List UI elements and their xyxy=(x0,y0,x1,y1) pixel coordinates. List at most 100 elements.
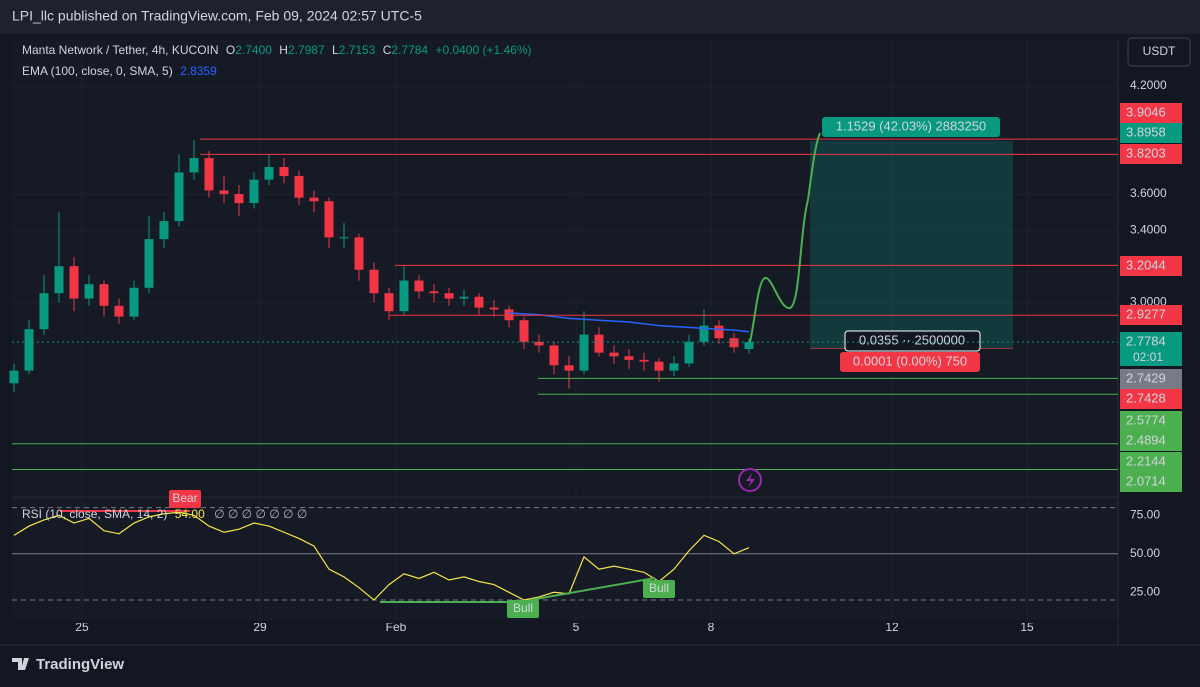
candle-body xyxy=(444,293,454,299)
candle-body xyxy=(204,158,214,191)
time-axis-bg xyxy=(0,620,1118,623)
signal-label: Bear xyxy=(172,491,197,505)
price-label: 2.7428 xyxy=(1126,390,1166,405)
price-label-bg xyxy=(1120,332,1182,366)
candle-body xyxy=(369,269,379,294)
ohlc-value: 2.7784 xyxy=(391,43,428,57)
ema-label: EMA (100, close, 0, SMA, 5) xyxy=(22,64,173,78)
y-tick-label: 3.4000 xyxy=(1130,222,1167,236)
price-label-bg xyxy=(1120,256,1182,276)
marks: 25 29 Feb 5 8 12 15 4.2000 3.6000 3.4000 3.0000 1.1… xyxy=(0,40,1182,634)
ohlc-key: L xyxy=(332,43,339,57)
candle-body xyxy=(669,363,679,371)
candle-body xyxy=(189,158,199,173)
candle-body xyxy=(174,172,184,222)
ema-value: 2.8359 xyxy=(180,64,217,78)
candle-body xyxy=(69,266,79,299)
rsi-extras: ∅ ∅ ∅ ∅ ∅ ∅ ∅ xyxy=(214,507,307,521)
x-tick-label: 8 xyxy=(708,620,715,634)
countdown: 02:01 xyxy=(1133,350,1163,364)
price-label-bg xyxy=(1120,389,1182,409)
logo: TradingView xyxy=(12,656,124,673)
ohlc-key: C xyxy=(383,43,392,57)
price-label: 3.8958 xyxy=(1126,124,1166,139)
price-label: 2.7784 xyxy=(1126,333,1166,348)
candle-body xyxy=(609,352,619,357)
stop-label-bg xyxy=(840,352,980,372)
symbol: Manta Network / Tether, 4h, KUCOIN xyxy=(22,43,219,57)
candle-body xyxy=(579,334,589,371)
candle-body xyxy=(744,342,754,350)
rsi-value: 54.00 xyxy=(175,507,205,521)
signal-label: Bull xyxy=(649,581,669,595)
currency[interactable]: USDT xyxy=(1143,44,1176,58)
price-label-bg xyxy=(1120,452,1182,472)
ohlc-value: 2.7400 xyxy=(235,43,272,57)
change: +0.0400 (+1.46%) xyxy=(435,43,531,57)
candle-body xyxy=(324,201,334,238)
candle-body xyxy=(654,361,664,371)
price-label: 2.7429 xyxy=(1126,370,1166,385)
candle-body xyxy=(414,280,424,292)
candle-body xyxy=(684,341,694,364)
candle-body xyxy=(459,296,469,299)
signal-bg xyxy=(507,600,539,618)
price-label-bg xyxy=(1120,369,1182,389)
rsi-label: RSI (10, close, SMA, 14, 2) xyxy=(22,507,167,521)
x-tick-label: 12 xyxy=(885,620,899,634)
entry-label-bg xyxy=(844,330,981,352)
price-label-bg xyxy=(1120,411,1182,431)
candle-body xyxy=(294,176,304,198)
x-tick-label: 25 xyxy=(75,620,89,634)
rsi-tick-label: 25.00 xyxy=(1130,584,1160,598)
candle-body xyxy=(54,266,64,294)
candle-body xyxy=(24,329,34,371)
price-label: 2.4894 xyxy=(1126,432,1166,447)
x-tick-label: Feb xyxy=(386,620,407,634)
candle-body xyxy=(399,280,409,312)
projection-path xyxy=(749,132,821,343)
logo-icon xyxy=(12,658,29,670)
price-label: 2.5774 xyxy=(1126,412,1166,427)
candle-body xyxy=(729,338,739,348)
candle-body xyxy=(279,167,289,177)
x-tick-label: 29 xyxy=(253,620,267,634)
candle-body xyxy=(99,284,109,306)
rsi-tick-label: 75.00 xyxy=(1130,507,1160,521)
candle-body xyxy=(234,194,244,204)
price-label: 3.2044 xyxy=(1126,257,1166,272)
ohlc-value: 2.7153 xyxy=(339,43,376,57)
currency-button[interactable] xyxy=(1127,37,1191,67)
ohlc-key: O xyxy=(226,43,235,57)
candle-body xyxy=(264,167,274,180)
target-label: 1.1529 (42.03%) 2883250 xyxy=(836,118,986,133)
stop-label: 0.0001 (0.00%) 750 xyxy=(853,353,967,368)
candle-body xyxy=(519,320,529,342)
target-zone xyxy=(810,140,1013,349)
price-label: 2.9277 xyxy=(1126,306,1166,321)
target-label-bg xyxy=(822,117,1000,137)
candle-body xyxy=(249,179,259,204)
ohlc-key: H xyxy=(279,43,288,57)
candle-body xyxy=(9,370,19,384)
y-tick-label: 4.2000 xyxy=(1130,78,1167,92)
price-label-bg xyxy=(1120,123,1182,143)
price-pane xyxy=(12,40,1118,495)
candle-body xyxy=(339,237,349,239)
header-bar xyxy=(0,0,1200,34)
candle-body xyxy=(549,345,559,366)
price-label-bg xyxy=(1120,472,1182,492)
candle-body xyxy=(219,190,229,195)
candle-body xyxy=(429,291,439,294)
candle-body xyxy=(489,307,499,310)
alert-icon[interactable] xyxy=(738,468,762,492)
divergence-line xyxy=(529,577,656,601)
price-label-bg xyxy=(1120,431,1182,451)
ohlc-value: 2.7987 xyxy=(288,43,325,57)
signal-bg xyxy=(643,580,675,598)
rsi-tick-label: 50.00 xyxy=(1130,546,1160,560)
candle-body xyxy=(714,325,724,339)
candle-body xyxy=(159,221,169,240)
price-label: 2.2144 xyxy=(1126,453,1166,468)
